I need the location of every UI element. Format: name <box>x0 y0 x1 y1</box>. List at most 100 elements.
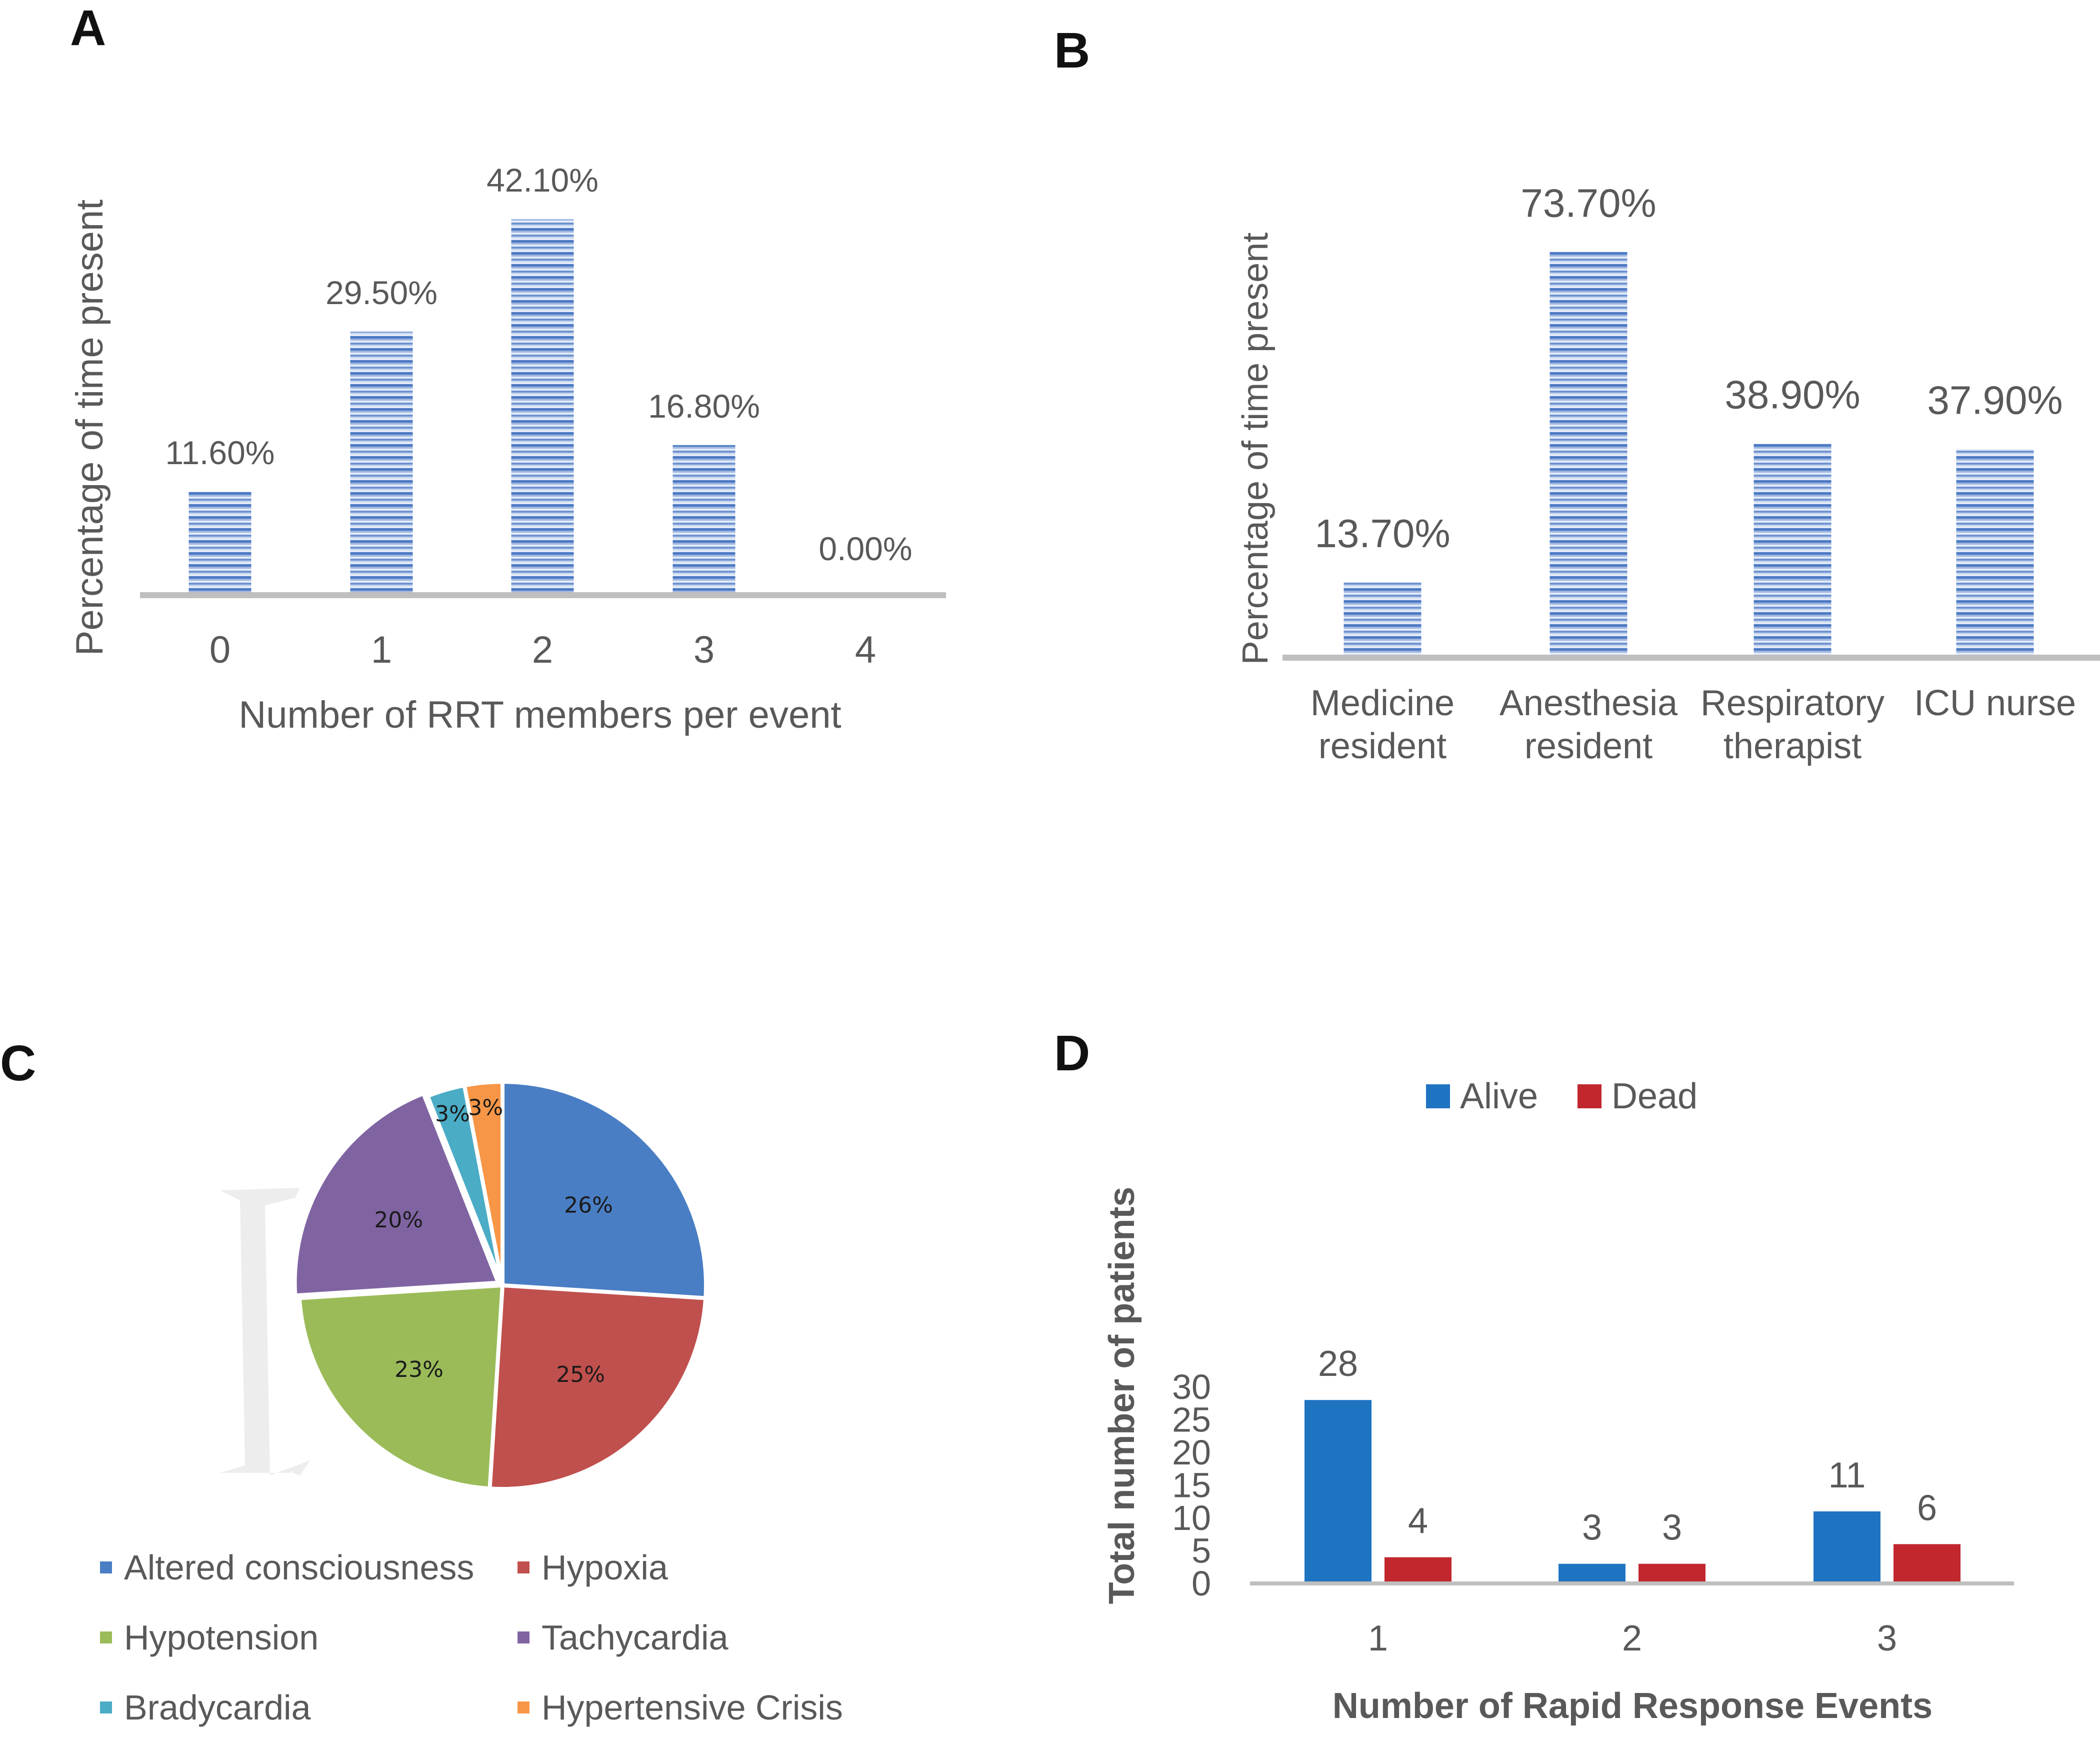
panel-a-x-axis-title: Number of RRT members per event <box>238 694 841 736</box>
panel-d-bar <box>1558 1563 1626 1583</box>
panel-d-bar <box>1638 1563 1706 1583</box>
panel-b-y-axis-title: Percentage of time present <box>1236 233 1276 665</box>
panel-d-data-labels: 28 4 3 3 11 6 <box>1318 1344 1937 1548</box>
panel-d-y-tick-label: 0 <box>1192 1564 1211 1603</box>
panel-d-y-tick-label: 20 <box>1172 1433 1211 1472</box>
panel-c-legend-swatch <box>100 1561 112 1573</box>
panel-c-slice <box>292 1091 502 1298</box>
panel-c-slice <box>462 1079 504 1286</box>
panel-d-y-tick-label: 10 <box>1172 1498 1211 1537</box>
panel-a-bars <box>188 219 736 595</box>
panel-c-legend-label: Hypertensive Crisis <box>542 1688 843 1727</box>
panel-b-x-tick-label: ICU nurse <box>1914 683 2076 723</box>
panel-c-legend-swatch <box>100 1631 112 1643</box>
panel-b-x-tick-label: Anesthesia resident <box>1500 683 1678 766</box>
panel-d-x-tick-labels: 1 2 3 <box>1368 1618 1897 1658</box>
panel-c-legend-label: Hypotension <box>124 1618 318 1657</box>
panel-d-x-tick-label: 1 <box>1368 1618 1388 1658</box>
panel-b-data-labels: 13.70% 73.70% 38.90% 37.90% <box>1314 181 2062 556</box>
panel-b-data-label: 38.90% <box>1724 373 1860 417</box>
panel-letter-c: C <box>0 1035 36 1091</box>
panel-c-legend-swatch <box>518 1561 530 1573</box>
panel-d-x-axis-title: Number of Rapid Response Events <box>1332 1686 1932 1726</box>
panel-a-data-label: 16.80% <box>648 388 760 425</box>
panel-d-x-tick-label: 2 <box>1622 1618 1642 1658</box>
panel-d-data-label: 28 <box>1318 1344 1358 1384</box>
panel-d-data-label: 3 <box>1582 1508 1602 1548</box>
panel-c-legend-label: Altered consciousness <box>124 1548 474 1587</box>
panel-c-legend-swatch <box>100 1701 112 1713</box>
panel-c-data-label: 26% <box>564 1192 613 1218</box>
panel-a-data-labels: 11.60% 29.50% 42.10% 16.80% 0.00% <box>166 162 912 567</box>
panel-c-slice <box>297 1283 505 1491</box>
panel-b-chart: 13.70% 73.70% 38.90% 37.90% Medicine residen… <box>1236 181 2100 766</box>
panel-a-bar <box>511 219 574 595</box>
panel-a-x-tick-label: 2 <box>532 629 553 671</box>
panel-d-y-tick-label: 25 <box>1172 1400 1211 1439</box>
panel-letter-d: D <box>1054 1025 1090 1081</box>
panel-d-bar <box>1384 1557 1452 1583</box>
panel-c-legend-label: Bradycardia <box>124 1688 311 1727</box>
panel-c-slice <box>500 1079 708 1300</box>
panel-b-bar <box>1956 449 2034 658</box>
panel-c-slices <box>292 1079 708 1491</box>
panel-c-data-labels: 26% 25% 23% 20% 3%3% <box>374 1095 613 1387</box>
panel-c-legend-swatch <box>518 1701 530 1713</box>
panel-a-x-tick-label: 1 <box>371 629 392 671</box>
panel-d-x-tick-label: 3 <box>1877 1618 1897 1658</box>
panel-letter-a: A <box>70 0 106 56</box>
panel-d-legend-label: Dead <box>1612 1076 1698 1116</box>
panel-d-data-label: 3 <box>1662 1508 1682 1548</box>
panel-a-data-label: 11.60% <box>166 434 275 471</box>
panel-b-x-tick-labels: Medicine resident Anesthesia resident Respir… <box>1310 683 2076 766</box>
panel-b-x-tick-label: Respiratory therapist <box>1700 683 1884 766</box>
panel-d-bar <box>1814 1511 1880 1583</box>
panel-a-x-tick-label: 3 <box>694 629 714 671</box>
panel-d-y-tick-label: 30 <box>1172 1367 1211 1406</box>
panel-c-legend-swatch <box>518 1631 530 1643</box>
panel-d-data-label: 6 <box>1917 1488 1937 1528</box>
panel-b-data-label: 73.70% <box>1520 181 1656 226</box>
panel-c-watermark <box>220 1188 310 1475</box>
panel-d-y-axis-title: Total number of patients <box>1102 1187 1142 1604</box>
panel-d-legend: Alive Dead <box>1426 1076 1698 1116</box>
panel-c-data-label: 20% <box>374 1207 423 1233</box>
panel-a-data-label: 29.50% <box>326 274 438 311</box>
panel-c-data-label: 3% <box>468 1095 503 1120</box>
panel-d-y-tick-label: 5 <box>1192 1531 1211 1570</box>
panel-a-y-axis-title: Percentage of time present <box>68 200 111 656</box>
panel-b-data-label: 37.90% <box>1927 378 2062 423</box>
panel-b-bar <box>1754 443 1832 658</box>
panel-a-chart: 11.60% 29.50% 42.10% 16.80% 0.00% 0 1 2 3 4 Numb… <box>68 162 946 736</box>
panel-b-x-tick-label: Medicine resident <box>1310 683 1454 766</box>
panel-a-x-tick-label: 4 <box>855 629 876 671</box>
panel-d-legend-swatch <box>1426 1084 1450 1108</box>
panel-a-x-tick-labels: 0 1 2 3 4 <box>210 629 876 671</box>
panel-a-bar <box>672 445 736 595</box>
panel-c-chart: 26% 25% 23% 20% 3%3% Altered consciousness Hy… <box>100 1079 843 1727</box>
panel-d-data-label: 11 <box>1828 1455 1866 1495</box>
panel-a-bar <box>188 491 252 595</box>
panel-c-data-label: 23% <box>394 1357 444 1382</box>
panel-a-bar <box>350 332 413 595</box>
panel-c-data-label: 3% <box>435 1101 470 1127</box>
panel-c-data-label: 25% <box>556 1362 605 1387</box>
panel-d-legend-swatch <box>1578 1084 1602 1108</box>
panel-d-bar <box>1304 1400 1372 1583</box>
panel-c-slice <box>488 1283 708 1491</box>
panel-d-data-label: 4 <box>1408 1501 1428 1541</box>
panel-b-data-label: 13.70% <box>1314 511 1450 556</box>
panel-a-data-label: 0.00% <box>818 530 912 567</box>
panel-d-legend-label: Alive <box>1460 1076 1538 1116</box>
panel-letter-b: B <box>1054 23 1090 79</box>
panel-a-x-tick-label: 0 <box>210 629 230 671</box>
panel-d-bars <box>1304 1400 1960 1583</box>
panel-b-bars <box>1344 252 2034 658</box>
panel-c-legend-label: Hypoxia <box>542 1548 668 1587</box>
panel-c-legend-label: Tachycardia <box>542 1618 728 1657</box>
panel-a-data-label: 42.10% <box>486 162 598 199</box>
panel-c-legend: Altered consciousness Hypoxia Hypotension T… <box>100 1548 843 1727</box>
